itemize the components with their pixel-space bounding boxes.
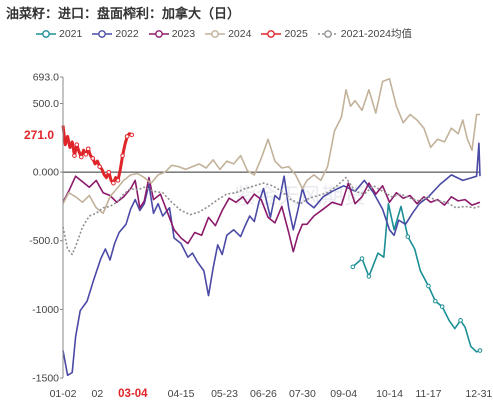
data-point <box>406 235 410 239</box>
y-tick-label: -500.0 <box>29 235 59 247</box>
data-point <box>121 154 125 158</box>
data-point <box>73 154 77 158</box>
x-tick-label: 10-14 <box>376 388 403 400</box>
x-tick-label: 05-23 <box>211 388 238 400</box>
data-point <box>75 143 79 147</box>
x-tick-label: 07-30 <box>289 388 316 400</box>
data-point <box>130 133 134 137</box>
series-line-2021 <box>353 204 480 352</box>
latest-value-label: 271.0 <box>24 128 54 142</box>
y-tick-label: -1000 <box>32 304 59 316</box>
x-tick-label: 09-04 <box>330 388 357 400</box>
data-point <box>440 305 444 309</box>
data-point <box>478 349 482 353</box>
data-point <box>107 170 111 174</box>
data-point <box>351 265 355 269</box>
y-tick-label: 693.0 <box>33 72 59 84</box>
data-point <box>86 147 90 151</box>
data-point <box>98 165 102 169</box>
data-point <box>80 155 84 159</box>
x-tick-label: 01-02 <box>50 388 77 400</box>
y-tick-label: 0.000 <box>33 167 59 179</box>
x-tick-label: 02 <box>92 388 104 400</box>
data-point <box>116 179 120 183</box>
x-tick-label: 03-04 <box>118 388 148 400</box>
x-tick-label: 11-17 <box>415 388 441 400</box>
data-point <box>112 181 116 185</box>
x-tick-label: 12-31 <box>465 388 492 400</box>
data-point <box>91 157 95 161</box>
x-tick-label: 06-26 <box>250 388 277 400</box>
data-point <box>84 152 88 156</box>
x-tick-label: 04-15 <box>168 388 195 400</box>
y-tick-label: 500.0 <box>33 98 59 110</box>
data-point <box>360 257 364 261</box>
data-point <box>427 284 431 288</box>
data-point <box>367 275 371 279</box>
y-tick-label: -1500 <box>32 373 59 385</box>
data-point <box>459 319 463 323</box>
data-point <box>125 135 129 139</box>
data-point <box>434 299 438 303</box>
